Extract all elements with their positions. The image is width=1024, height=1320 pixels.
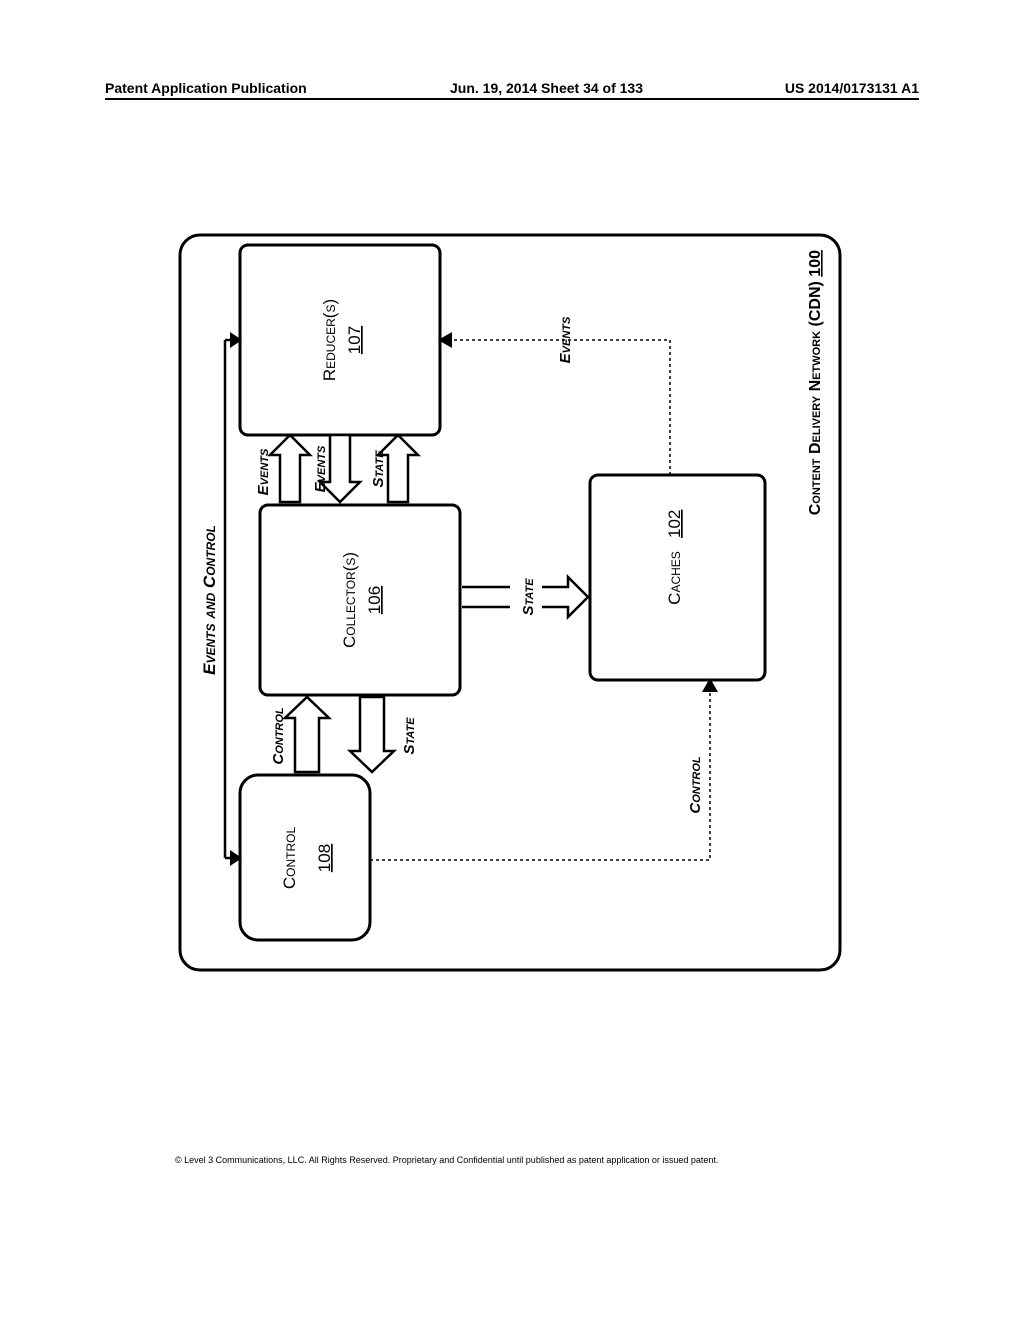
reducer-box [240, 245, 440, 435]
header-mid: Jun. 19, 2014 Sheet 34 of 133 [450, 80, 643, 96]
header-right: US 2014/0173131 A1 [785, 80, 919, 96]
diagram-svg: Control 108 Collector(s) 106 Reducer(s) … [170, 225, 850, 980]
caches-ref: 102 [665, 510, 684, 538]
arrow-control-to-collector [285, 697, 329, 772]
arrow-state-right-label: State [370, 450, 387, 488]
caches-title: Caches [665, 551, 684, 605]
arrow-events-mid-label: Events [312, 445, 329, 492]
arrow-events-caches-label: Events [557, 316, 574, 363]
arrow-control-label: Control [270, 707, 287, 765]
page: Patent Application Publication Jun. 19, … [0, 0, 1024, 1320]
line-control-to-caches [370, 682, 710, 860]
header-left: Patent Application Publication [105, 80, 307, 96]
control-ref: 108 [315, 844, 334, 872]
cdn-label: Content Delivery Network (CDN) 100 [807, 250, 824, 515]
diagram-rotated-container: Control 108 Collector(s) 106 Reducer(s) … [170, 225, 850, 980]
top-events-control-label: Events and Control [200, 525, 219, 675]
collector-box [260, 505, 460, 695]
arrow-state-down-label: State [520, 578, 537, 616]
control-box [240, 775, 370, 940]
arrow-control-caches-label: Control [687, 756, 704, 814]
control-title: Control [280, 827, 299, 890]
cdn-label-ref: 100 [807, 250, 824, 277]
arrow-collector-to-reducer-top [270, 435, 310, 502]
arrow-state-left-label: State [401, 717, 418, 755]
footer-copyright: © Level 3 Communications, LLC. All Right… [175, 1155, 718, 1165]
arrow-events-top-label: Events [255, 448, 272, 495]
header-rule [105, 98, 919, 100]
collector-ref: 106 [365, 586, 384, 614]
reducer-title: Reducer(s) [320, 299, 339, 381]
line-caches-to-reducer [442, 340, 670, 475]
arrow-collector-to-control [350, 697, 394, 772]
collector-title: Collector(s) [340, 552, 359, 648]
arrow-collector-to-caches [542, 577, 588, 617]
reducer-ref: 107 [345, 326, 364, 354]
cdn-label-text: Content Delivery Network (CDN) [807, 281, 824, 515]
